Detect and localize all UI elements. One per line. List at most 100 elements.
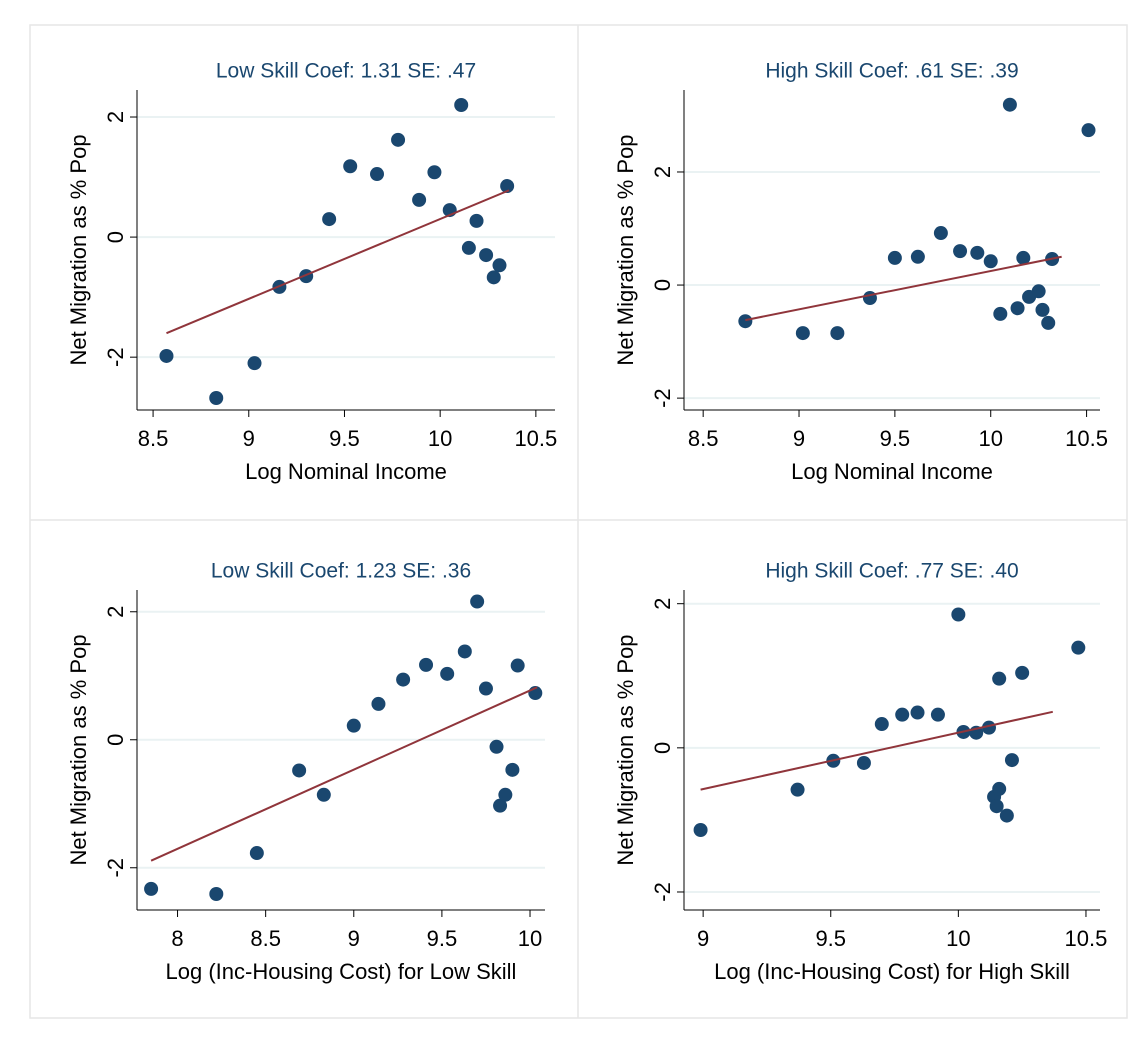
x-axis-label: Log (Inc-Housing Cost) for High Skill [714,959,1070,984]
point [427,165,442,180]
point [1071,640,1086,655]
point [999,808,1014,823]
point [862,291,877,306]
x-tick-label: 10.5 [1065,926,1108,951]
point [479,248,494,263]
point [992,781,1007,796]
y-tick-label: 2 [103,606,128,618]
x-tick-label: 9.5 [329,426,360,451]
point [693,823,708,837]
point [830,326,845,341]
x-tick-label: 10 [978,426,1002,451]
point [1035,302,1050,317]
x-tick-label: 10 [946,926,970,951]
point [292,763,307,778]
point [461,240,476,255]
point [492,258,507,273]
point [970,245,985,260]
x-tick-label: 8 [171,926,183,951]
point [489,739,504,754]
x-tick-label: 8.5 [688,426,719,451]
point [469,213,484,228]
point [951,607,966,622]
point [391,132,406,147]
y-tick-label: -2 [103,858,128,878]
point [992,671,1007,686]
x-tick-label: 10 [428,426,452,451]
y-axis-label: Net Migration as % Pop [66,634,91,865]
point [209,390,224,405]
y-tick-label: -2 [650,388,675,408]
fit-line [745,255,1062,322]
point [983,254,998,269]
point [396,672,411,687]
x-axis-label: Log Nominal Income [791,459,993,484]
point [498,787,513,802]
point [933,226,948,241]
point [930,707,945,722]
x-tick-label: 9 [243,426,255,451]
point [1015,665,1030,680]
x-tick-label: 10 [518,926,542,951]
chart-title: Low Skill Coef: 1.31 SE: .47 [216,60,476,83]
chart-title: High Skill Coef: .61 SE: .39 [765,60,1018,83]
fit-line [700,710,1054,791]
point [440,666,455,681]
point [478,681,493,696]
point [795,326,810,341]
y-tick-label: 2 [103,111,128,123]
point [322,212,337,227]
point [457,644,472,659]
fit-line [150,686,538,862]
point [874,717,889,732]
point [500,179,515,194]
point [346,718,361,733]
point [486,270,501,285]
x-axis-label: Log (Inc-Housing Cost) for Low Skill [166,959,517,984]
point [989,799,1004,814]
y-tick-label: 0 [103,734,128,746]
x-tick-label: 8.5 [250,926,281,951]
point [1031,284,1046,299]
point [510,658,525,673]
x-tick-label: 10.5 [1065,426,1108,451]
chart-title: High Skill Coef: .77 SE: .40 [765,560,1018,583]
y-axis-label: Net Migration as % Pop [613,634,638,865]
x-tick-label: 9 [697,926,709,951]
point [247,356,262,371]
point [1041,315,1056,330]
point [887,250,902,265]
x-tick-label: 8.5 [138,426,169,451]
x-axis-label: Log Nominal Income [245,459,447,484]
point [910,705,925,720]
point [790,782,805,797]
point [470,594,485,609]
y-tick-label: 2 [650,598,675,610]
point [856,755,871,770]
x-tick-label: 9.5 [427,926,458,951]
point [910,249,925,264]
point [454,98,469,113]
y-axis-label: Net Migration as % Pop [66,134,91,365]
x-tick-label: 9 [348,926,360,951]
point [343,159,358,174]
point [419,657,434,672]
point [993,306,1008,321]
point [1010,301,1025,316]
point [1002,97,1017,112]
point [316,787,331,802]
point [371,696,386,711]
point [1004,753,1019,768]
y-tick-label: 2 [650,166,675,178]
chart-title: Low Skill Coef: 1.23 SE: .36 [211,560,471,583]
point [370,167,385,182]
point [412,192,427,207]
point [159,348,174,363]
point [1016,250,1031,265]
y-tick-label: -2 [650,882,675,902]
point [505,762,520,777]
point [144,881,159,896]
point [249,846,264,861]
y-tick-label: 0 [650,279,675,291]
